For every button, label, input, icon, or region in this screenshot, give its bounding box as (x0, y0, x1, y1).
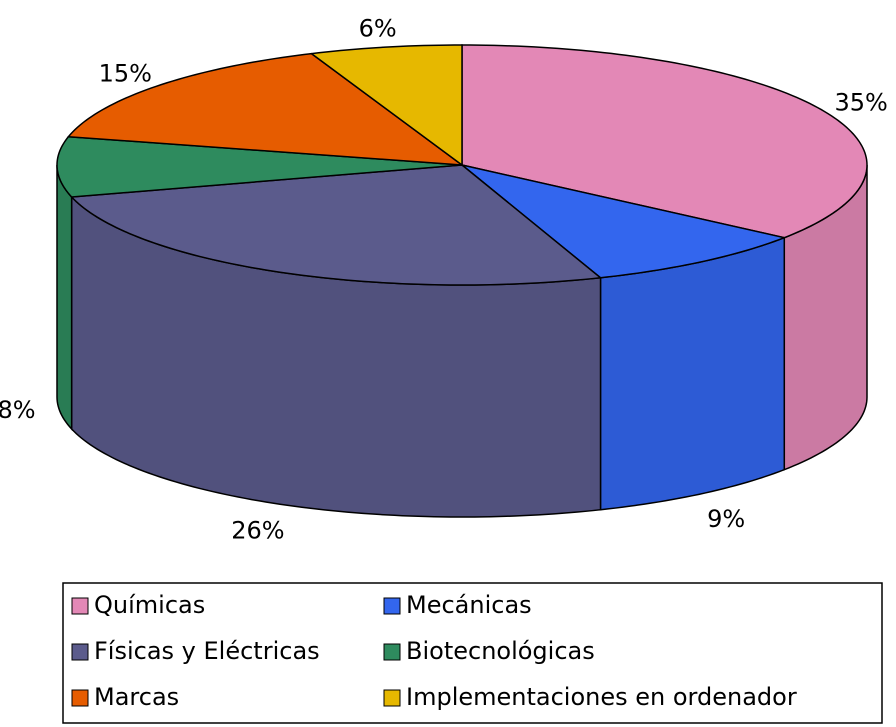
legend-label: Biotecnológicas (406, 637, 595, 665)
legend-box (62, 582, 883, 724)
legend-label: Implementaciones en ordenador (406, 683, 797, 711)
legend-swatch (383, 689, 401, 707)
side-shade (71, 196, 601, 518)
legend-label: Químicas (94, 591, 205, 619)
legend-label: Marcas (94, 683, 179, 711)
data-label: 15% (99, 60, 152, 88)
legend-label: Físicas y Eléctricas (94, 637, 320, 665)
legend-swatch (71, 643, 89, 661)
legend-swatch (383, 643, 401, 661)
pie-slice (461, 44, 868, 239)
legend-label: Mecánicas (406, 591, 532, 619)
legend-swatch (383, 597, 401, 615)
data-label: 8% (0, 396, 36, 424)
legend-swatch (71, 689, 89, 707)
pie-slice (66, 52, 465, 166)
pie-slice (56, 135, 463, 198)
pie-slice (69, 164, 603, 286)
data-label: 9% (707, 505, 745, 533)
side-shade (784, 165, 867, 470)
pie-slice (309, 44, 463, 167)
side-shade (600, 237, 785, 510)
data-label: 6% (359, 14, 397, 42)
legend-swatch (71, 597, 89, 615)
side-shade (57, 165, 72, 429)
data-label: 26% (231, 517, 284, 545)
pie-slice (461, 164, 787, 279)
data-label: 35% (834, 89, 887, 117)
